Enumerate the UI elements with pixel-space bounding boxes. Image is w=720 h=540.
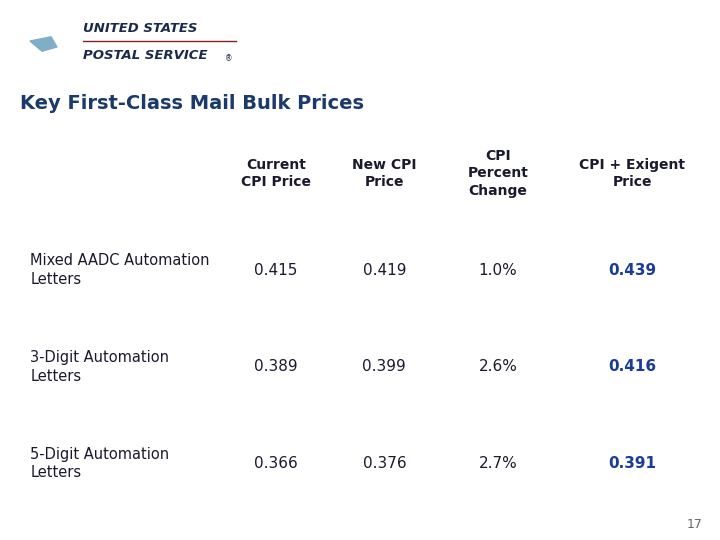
- Text: 17: 17: [687, 517, 703, 530]
- Text: 2.6%: 2.6%: [479, 360, 517, 374]
- Text: ®: ®: [225, 55, 233, 63]
- Text: New CPI
Price: New CPI Price: [352, 158, 417, 189]
- Text: 0.376: 0.376: [363, 456, 406, 471]
- Text: 0.439: 0.439: [608, 262, 656, 278]
- Text: 0.399: 0.399: [362, 360, 406, 374]
- Text: CPI + Exigent
Price: CPI + Exigent Price: [579, 158, 685, 189]
- Text: 1.0%: 1.0%: [479, 262, 517, 278]
- Text: UNITED STATES: UNITED STATES: [83, 22, 197, 35]
- Text: 0.419: 0.419: [363, 262, 406, 278]
- Text: 3-Digit Automation
Letters: 3-Digit Automation Letters: [30, 350, 169, 384]
- Polygon shape: [30, 37, 57, 51]
- Text: 0.415: 0.415: [254, 262, 297, 278]
- Text: 0.366: 0.366: [254, 456, 298, 471]
- Text: 5-Digit Automation
Letters: 5-Digit Automation Letters: [30, 447, 169, 481]
- Text: 0.391: 0.391: [608, 456, 656, 471]
- Text: Current
CPI Price: Current CPI Price: [241, 158, 311, 189]
- Text: 0.416: 0.416: [608, 360, 656, 374]
- Text: Mixed AADC Automation
Letters: Mixed AADC Automation Letters: [30, 253, 210, 287]
- Polygon shape: [27, 17, 69, 56]
- Text: 0.389: 0.389: [254, 360, 298, 374]
- Text: Key First-Class Mail Bulk Prices: Key First-Class Mail Bulk Prices: [20, 94, 364, 113]
- Text: 2.7%: 2.7%: [479, 456, 517, 471]
- Text: CPI
Percent
Change: CPI Percent Change: [467, 149, 528, 198]
- Text: Price Change 2015: Price Change 2015: [377, 23, 698, 52]
- Text: POSTAL SERVICE: POSTAL SERVICE: [83, 49, 207, 62]
